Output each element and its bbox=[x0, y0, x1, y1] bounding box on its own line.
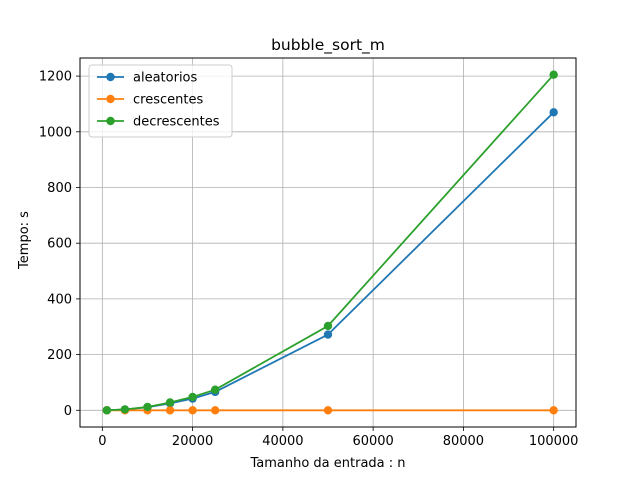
y-tick-label: 1000 bbox=[39, 125, 72, 140]
legend-label: crescentes bbox=[133, 93, 203, 108]
legend-marker bbox=[106, 94, 115, 104]
y-tick-label: 600 bbox=[47, 237, 72, 252]
y-tick-label: 1200 bbox=[39, 70, 72, 85]
y-tick-label: 0 bbox=[64, 404, 72, 419]
y-tick-label: 800 bbox=[47, 181, 72, 196]
x-tick-label: 20000 bbox=[172, 434, 213, 449]
data-point-decrescentes bbox=[188, 392, 197, 402]
plot-frame bbox=[79, 57, 577, 428]
x-tick-label: 40000 bbox=[262, 434, 303, 449]
legend-item-crescentes: crescentes bbox=[97, 93, 203, 108]
legend-item-decrescentes: decrescentes bbox=[97, 115, 220, 130]
x-axis-label: Tamanho da entrada : n bbox=[249, 456, 405, 471]
data-point-aleatorios bbox=[549, 108, 558, 117]
data-point-decrescentes bbox=[102, 406, 112, 415]
data-point-crescentes bbox=[210, 406, 220, 415]
legend: aleatorios crescentes decrescentes bbox=[88, 64, 233, 138]
legend-marker bbox=[106, 116, 115, 126]
series-decrescentes bbox=[102, 70, 558, 415]
data-point-decrescentes bbox=[323, 321, 333, 331]
data-point-crescentes bbox=[549, 406, 558, 415]
data-point-decrescentes bbox=[143, 402, 152, 412]
x-tick-label: 60000 bbox=[352, 434, 393, 449]
y-tick-label: 200 bbox=[47, 348, 72, 363]
data-point-decrescentes bbox=[165, 398, 175, 407]
legend-label: decrescentes bbox=[133, 115, 220, 130]
data-point-crescentes bbox=[165, 406, 175, 415]
x-tick-label: 0 bbox=[98, 434, 106, 449]
legend-box bbox=[88, 64, 233, 138]
grid bbox=[80, 58, 576, 427]
data-point-crescentes bbox=[323, 406, 333, 415]
data-point-crescentes bbox=[188, 406, 197, 415]
x-tick-label: 100000 bbox=[529, 434, 579, 449]
legend-label: aleatorios bbox=[133, 71, 198, 86]
data-point-decrescentes bbox=[120, 405, 130, 414]
data-point-decrescentes bbox=[549, 70, 558, 79]
x-tick-label: 80000 bbox=[443, 434, 484, 449]
data-point-decrescentes bbox=[210, 385, 220, 394]
axis-ticks: 0 20000 40000 60000 80000 100000 0 200 400 600 800… bbox=[39, 70, 579, 449]
series-layer bbox=[102, 70, 558, 415]
chart-title: bubble_sort_m bbox=[271, 36, 385, 55]
data-point-aleatorios bbox=[323, 330, 333, 339]
legend-item-aleatorios: aleatorios bbox=[97, 71, 198, 86]
y-axis-label: Tempo: s bbox=[17, 211, 32, 270]
y-tick-label: 400 bbox=[47, 292, 72, 307]
legend-marker bbox=[106, 72, 115, 82]
